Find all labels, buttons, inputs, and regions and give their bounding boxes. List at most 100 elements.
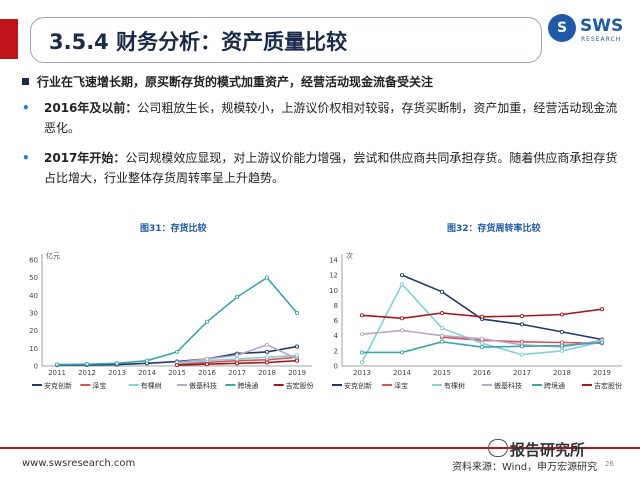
- turnover-chart: 次 0 2 4 6 8 10 12 14 2013 2014 2015 2016 2017 2018 2019…: [329, 251, 622, 390]
- x-tick-label: 2016: [473, 369, 491, 377]
- series-e5ae89e5858be5889be696b0: [399, 273, 605, 342]
- y-unit-label: 次: [346, 251, 353, 260]
- legend-item: 有棵树: [128, 381, 162, 390]
- data-point: [559, 329, 565, 334]
- data-point: [359, 332, 365, 337]
- data-point: [204, 319, 210, 324]
- legend-label: 跨境通: [237, 381, 258, 390]
- footer-url[interactable]: www.swsresearch.com: [22, 458, 136, 469]
- x-tick-label: 2015: [433, 369, 451, 377]
- data-source: 资料来源：Wind，申万宏源研究: [452, 462, 598, 473]
- data-point: [399, 273, 405, 278]
- series-e59089e5ae8fe882a1e4bbbd: [359, 307, 605, 321]
- chart1-title: 图31：存货比较: [140, 224, 207, 234]
- legend-item: 跨境通: [532, 381, 565, 390]
- series-line: [401, 274, 603, 341]
- series-e59089e5ae8fe882a1e4bbbd: [174, 358, 300, 368]
- data-point: [479, 345, 485, 350]
- legend-label: 傲基科技: [494, 381, 522, 390]
- data-point: [479, 341, 485, 346]
- data-point: [519, 352, 525, 357]
- y-tick-label: 30: [29, 310, 38, 318]
- headline-text: 行业在飞速增长期，原买断存货的模式加重资产，经营活动现金流备受关注: [37, 75, 434, 89]
- x-tick-label: 2019: [288, 369, 306, 377]
- page-number: 26: [605, 460, 614, 468]
- legend-item: 泽宝: [80, 381, 106, 390]
- data-point: [264, 342, 270, 347]
- data-point: [439, 310, 445, 316]
- x-tick-label: 2013: [353, 369, 371, 377]
- data-point: [399, 316, 405, 321]
- legend-label: 安克创新: [344, 381, 372, 390]
- logo-text: SWS: [580, 16, 624, 36]
- series-line: [361, 282, 603, 363]
- footer-divider: [0, 447, 640, 449]
- data-point: [234, 295, 240, 300]
- data-point: [479, 314, 485, 319]
- data-point: [84, 362, 90, 367]
- data-point: [294, 353, 300, 358]
- y-tick-label: 0: [334, 363, 338, 371]
- x-tick-label: 2014: [393, 369, 411, 377]
- data-point: [519, 313, 525, 319]
- y-tick-label: 14: [329, 257, 338, 265]
- data-point: [439, 326, 445, 331]
- legend-label: 吉宏股份: [286, 381, 314, 390]
- data-point: [439, 333, 445, 338]
- x-tick-label: 2011: [48, 369, 66, 377]
- y-tick-label: 10: [329, 287, 338, 295]
- y-tick-label: 8: [334, 302, 338, 310]
- data-point: [359, 313, 365, 318]
- data-point: [144, 358, 150, 363]
- data-point: [559, 312, 565, 317]
- data-point: [519, 344, 525, 349]
- x-tick-label: 2014: [138, 369, 156, 377]
- data-point: [264, 355, 270, 360]
- legend-label: 泽宝: [92, 381, 106, 390]
- legend-item: 安克创新: [332, 381, 372, 390]
- legend-item: 安克创新: [32, 381, 72, 390]
- data-point: [519, 322, 525, 327]
- y-tick-label: 6: [334, 317, 339, 325]
- bullet-text-2017: 公司规模效应显现，对上游议价能力增强，尝试和供应商共同承担存货。随着供应商承担存…: [44, 151, 618, 185]
- x-tick-label: 2018: [258, 369, 276, 377]
- y-tick-label: 20: [29, 327, 38, 335]
- data-point: [599, 307, 605, 312]
- headline-bullet: 行业在飞速增长期，原买断存货的模式加重资产，经营活动现金流备受关注: [22, 72, 433, 92]
- slide-header: 3.5.4 财务分析：资产质量比较 S SWS RESEARCH: [0, 0, 640, 70]
- data-point: [54, 362, 60, 367]
- legend-label: 跨境通: [544, 381, 565, 390]
- legend-item: 傲基科技: [482, 381, 522, 390]
- y-tick-label: 10: [29, 345, 38, 353]
- chart2-title: 图32：存货周转率比较: [447, 224, 541, 234]
- legend-item: 有棵树: [432, 381, 465, 390]
- legend-item: 傲基科技: [177, 381, 217, 390]
- data-point: [204, 356, 210, 361]
- data-point: [294, 344, 300, 349]
- bullet-lead-2016: 2016年及以前：: [44, 101, 138, 115]
- series-e8b7a8e5a283e9809a: [359, 339, 605, 355]
- data-point: [359, 360, 365, 365]
- bullet-lead-2017: 2017年开始：: [44, 151, 126, 165]
- data-point: [399, 350, 405, 355]
- bullet-text-2016: 公司粗放生长，规模较小，上游议价权相对较弱，存货买断制，资产加重，经营活动现金流…: [44, 101, 618, 135]
- data-point: [294, 358, 300, 363]
- series-e69c89e6a3b5e6a091: [359, 282, 605, 365]
- bullet-dot-icon: •: [22, 151, 30, 165]
- data-point: [399, 328, 405, 333]
- x-tick-label: 2019: [593, 369, 611, 377]
- y-tick-label: 12: [329, 272, 338, 280]
- y-tick-label: 2: [334, 347, 338, 355]
- data-point: [264, 349, 270, 354]
- legend-label: 傲基科技: [189, 381, 217, 390]
- data-point: [559, 343, 565, 348]
- data-point: [439, 339, 445, 344]
- legend-label: 有棵树: [444, 381, 465, 390]
- inventory-chart: 亿元 0 10 20 30 40 50 60 2011 2012 2013 2014 2015 2016 2…: [29, 251, 314, 390]
- x-tick-label: 2013: [108, 369, 126, 377]
- legend-label: 安克创新: [44, 381, 72, 390]
- data-point: [234, 353, 240, 358]
- page-title: 3.5.4 财务分析：资产质量比较: [49, 30, 348, 54]
- header-accent-bar: [0, 19, 18, 59]
- y-tick-label: 0: [34, 363, 38, 371]
